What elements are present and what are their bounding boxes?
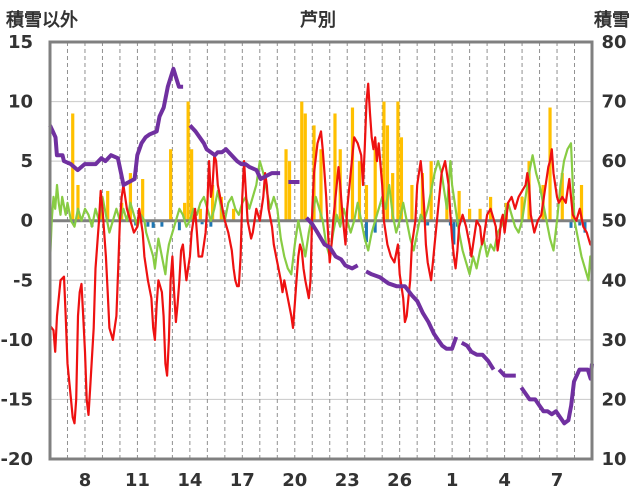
x-tick-label: 26 <box>387 470 412 491</box>
right-tick-label: 50 <box>601 211 626 232</box>
right-axis-title: 積雪 <box>594 10 630 31</box>
negative-bar <box>578 220 582 226</box>
snow-depth-segment <box>365 269 459 351</box>
x-tick-label: 17 <box>230 470 255 491</box>
chart-title: 芦別 <box>300 10 336 31</box>
x-tick-label: 14 <box>177 470 202 491</box>
right-tick-label: 20 <box>601 389 626 410</box>
right-tick-label: 80 <box>601 32 626 53</box>
precipitation-bar <box>198 208 202 221</box>
snow-depth-segment <box>48 66 184 187</box>
left-tick-label: -15 <box>0 389 33 410</box>
precipitation-bar <box>373 149 377 221</box>
precipitation-bar <box>468 208 472 221</box>
precipitation-bar <box>303 113 307 221</box>
precipitation-bar <box>385 125 390 221</box>
negative-bar <box>177 220 181 231</box>
right-tick-label: 70 <box>601 92 626 113</box>
left-axis-title: 積雪以外 <box>6 10 78 31</box>
negative-bar <box>200 220 204 225</box>
temperature-line <box>48 82 592 425</box>
x-tick-label: 11 <box>125 470 150 491</box>
right-tick-label: 40 <box>601 270 626 291</box>
precipitation-bar <box>478 208 482 221</box>
left-tick-label: 5 <box>20 151 33 172</box>
horizontal-gridlines <box>50 101 592 400</box>
x-tick-label: 4 <box>498 470 511 491</box>
precipitation-bar <box>287 161 292 221</box>
negative-bar <box>583 220 587 233</box>
x-tick-label: 7 <box>551 470 564 491</box>
right-tick-label: 30 <box>601 330 626 351</box>
snow-depth-segment <box>188 124 281 181</box>
precipitation-bar <box>106 190 110 221</box>
negative-bar <box>373 220 377 233</box>
x-tick-label: 20 <box>282 470 307 491</box>
snow-depth-segment <box>519 363 594 426</box>
left-tick-label: 15 <box>8 32 33 53</box>
left-tick-label: -10 <box>0 330 33 351</box>
negative-bar <box>160 220 164 227</box>
precipitation-bar <box>520 196 524 221</box>
precipitation-bar <box>190 149 194 221</box>
left-tick-label: 10 <box>8 92 33 113</box>
precipitation-bar <box>382 101 386 221</box>
snow-depth-segment <box>497 368 516 378</box>
precipitation-bar <box>231 208 236 221</box>
precipitation-bar <box>410 184 414 221</box>
negative-bar <box>364 220 368 243</box>
precipitation-bar <box>211 184 215 221</box>
left-tick-label: 0 <box>20 211 33 232</box>
negative-bar <box>426 220 430 226</box>
negative-bar <box>569 220 573 228</box>
snow-depth-segment <box>304 216 359 271</box>
left-tick-label: -20 <box>0 449 33 470</box>
precipitation-bar <box>396 101 400 221</box>
precipitation-bar <box>357 161 362 221</box>
left-tick-label: -5 <box>13 270 33 291</box>
negative-bar <box>151 220 155 228</box>
precipitation-bar <box>186 101 190 221</box>
precipitation-bar <box>399 137 404 221</box>
snow-depth-series <box>48 66 594 426</box>
precipitation-bar <box>391 173 395 221</box>
negative-bar <box>452 220 456 245</box>
negative-bar <box>146 220 150 227</box>
precipitation-bar <box>579 184 584 221</box>
right-tick-label: 60 <box>601 151 626 172</box>
x-tick-label: 1 <box>446 470 459 491</box>
precipitation-bar <box>319 149 323 221</box>
precipitation-bar <box>141 179 145 221</box>
precipitation-bar <box>300 101 304 221</box>
precipitation-bar <box>284 149 288 221</box>
precipitation-bar <box>457 190 461 221</box>
negative-bar <box>209 220 213 227</box>
precipitation-bar <box>445 202 449 221</box>
snow-depth-segment <box>460 341 496 371</box>
plot-frame <box>48 40 594 461</box>
precipitation-bar <box>169 149 173 221</box>
right-tick-label: 10 <box>601 449 626 470</box>
x-tick-label: 23 <box>335 470 360 491</box>
precipitation-bar <box>128 173 133 221</box>
x-tick-label: 8 <box>79 470 92 491</box>
negative-bars <box>72 220 587 245</box>
precipitation-bar <box>183 202 187 221</box>
precipitation-bar <box>333 113 337 221</box>
precipitation-bar <box>76 184 80 221</box>
precipitation-bar <box>364 184 369 221</box>
